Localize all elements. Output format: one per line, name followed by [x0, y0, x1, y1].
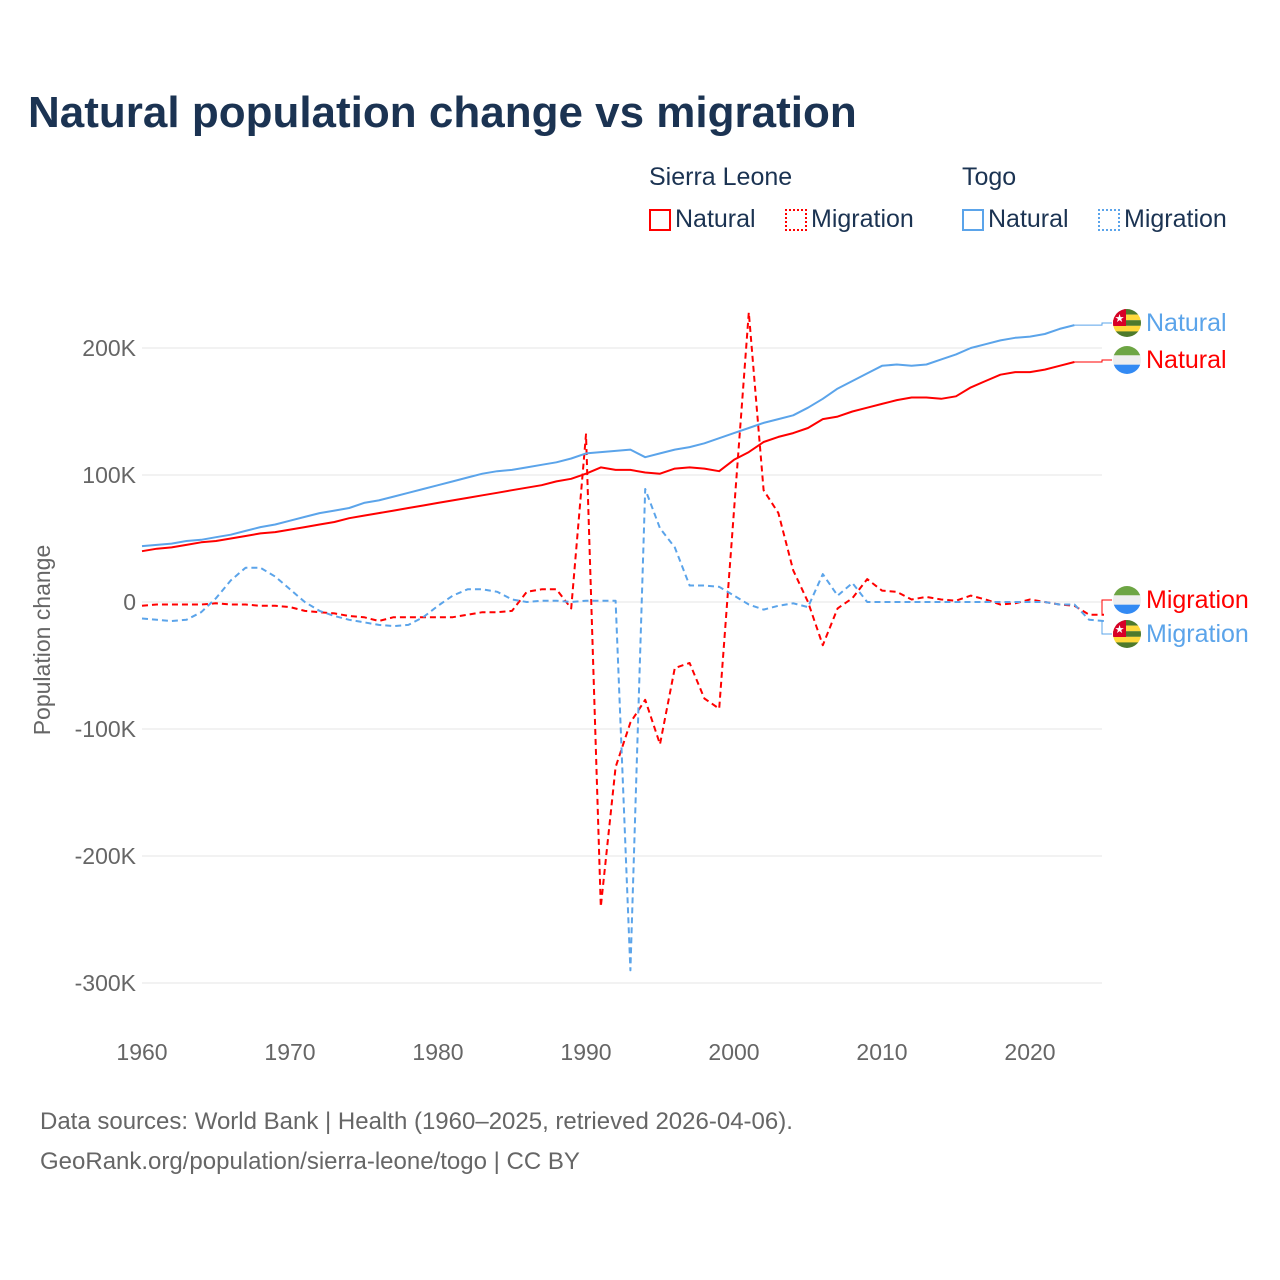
- label-connector: [1101, 620, 1112, 635]
- flag-stripe: [1113, 320, 1141, 326]
- star-icon: ★: [1115, 313, 1125, 325]
- y-tick-label: 200K: [82, 335, 136, 361]
- flag-stripe: [1113, 325, 1141, 332]
- flag-body: ★: [1113, 309, 1141, 337]
- y-tick-label: 100K: [82, 462, 136, 488]
- flag-stripe: [1113, 636, 1141, 643]
- sierra-leone-flag-icon: [1113, 346, 1141, 374]
- source-line: Data sources: World Bank | Health (1960–…: [40, 1108, 793, 1135]
- label-connector: [1074, 359, 1112, 363]
- flag-stripe: [1113, 625, 1141, 632]
- dotted-swatch-icon: [1098, 209, 1120, 231]
- flag-stripe: [1113, 346, 1141, 356]
- flag-stripe: [1113, 631, 1141, 637]
- y-tick-label: -100K: [75, 716, 137, 742]
- legend-sl-migration[interactable]: Migration: [785, 205, 914, 234]
- flag-stripe: [1113, 355, 1141, 365]
- flag-stripe: [1113, 586, 1141, 596]
- x-tick-label: 1970: [264, 1039, 315, 1065]
- flag-stripe: [1113, 314, 1141, 321]
- flag-stripe: [1113, 595, 1141, 605]
- togo-flag-icon: ★: [1113, 309, 1141, 337]
- legend-label: Migration: [811, 205, 914, 233]
- chart-title: Natural population change vs migration: [28, 88, 857, 137]
- flag-body: [1113, 586, 1141, 614]
- star-icon: ★: [1115, 624, 1125, 636]
- legend-togo-natural[interactable]: Natural: [962, 205, 1069, 234]
- flag-stripe: [1113, 642, 1141, 648]
- flag-stripe: [1113, 604, 1141, 614]
- sierra-leone-flag-icon: [1113, 586, 1141, 614]
- flag-stripe: [1113, 364, 1141, 374]
- flag-body: ★: [1113, 620, 1141, 648]
- dotted-swatch-icon: [785, 209, 807, 231]
- flag-stripe: [1113, 620, 1141, 626]
- legend-sl-natural[interactable]: Natural: [649, 205, 756, 234]
- legend-togo-migration[interactable]: Migration: [1098, 205, 1227, 234]
- y-axis-label: Population change: [29, 545, 55, 736]
- legend-label: Natural: [675, 205, 756, 233]
- flag-stripe: [1113, 309, 1141, 315]
- label-connector: [1074, 322, 1112, 326]
- end-label-togo-natural: Natural: [1146, 309, 1227, 337]
- series-line-togo-migration: [141, 488, 1105, 972]
- flag-stripe: [1113, 331, 1141, 337]
- y-tick-label: -200K: [75, 843, 137, 869]
- flag-body: [1113, 346, 1141, 374]
- legend-group-togo-title: Togo: [962, 163, 1017, 191]
- series-line-sierra-leone-migration: [141, 311, 1104, 908]
- x-tick-label: 1960: [116, 1039, 167, 1065]
- solid-swatch-icon: [649, 209, 671, 231]
- label-connector: [1101, 599, 1112, 616]
- legend-label: Natural: [988, 205, 1069, 233]
- y-tick-label: -300K: [75, 970, 137, 996]
- end-label-sierra-leone-migration: Migration: [1146, 586, 1249, 614]
- x-tick-label: 1990: [560, 1039, 611, 1065]
- end-label-togo-migration: Migration: [1146, 620, 1249, 648]
- end-label-sierra-leone-natural: Natural: [1146, 346, 1227, 374]
- solid-swatch-icon: [962, 209, 984, 231]
- series-line-sierra-leone-natural: [141, 361, 1075, 553]
- togo-flag-icon: ★: [1113, 620, 1141, 648]
- y-tick-label: 0: [123, 589, 136, 615]
- x-tick-label: 2020: [1004, 1039, 1055, 1065]
- legend-group-sierra-leone-title: Sierra Leone: [649, 163, 793, 191]
- x-tick-label: 1980: [412, 1039, 463, 1065]
- x-tick-label: 2010: [856, 1039, 907, 1065]
- legend-label: Migration: [1124, 205, 1227, 233]
- series-line-togo-natural: [141, 324, 1075, 548]
- attribution-line[interactable]: GeoRank.org/population/sierra-leone/togo…: [40, 1148, 580, 1175]
- x-tick-label: 2000: [708, 1039, 759, 1065]
